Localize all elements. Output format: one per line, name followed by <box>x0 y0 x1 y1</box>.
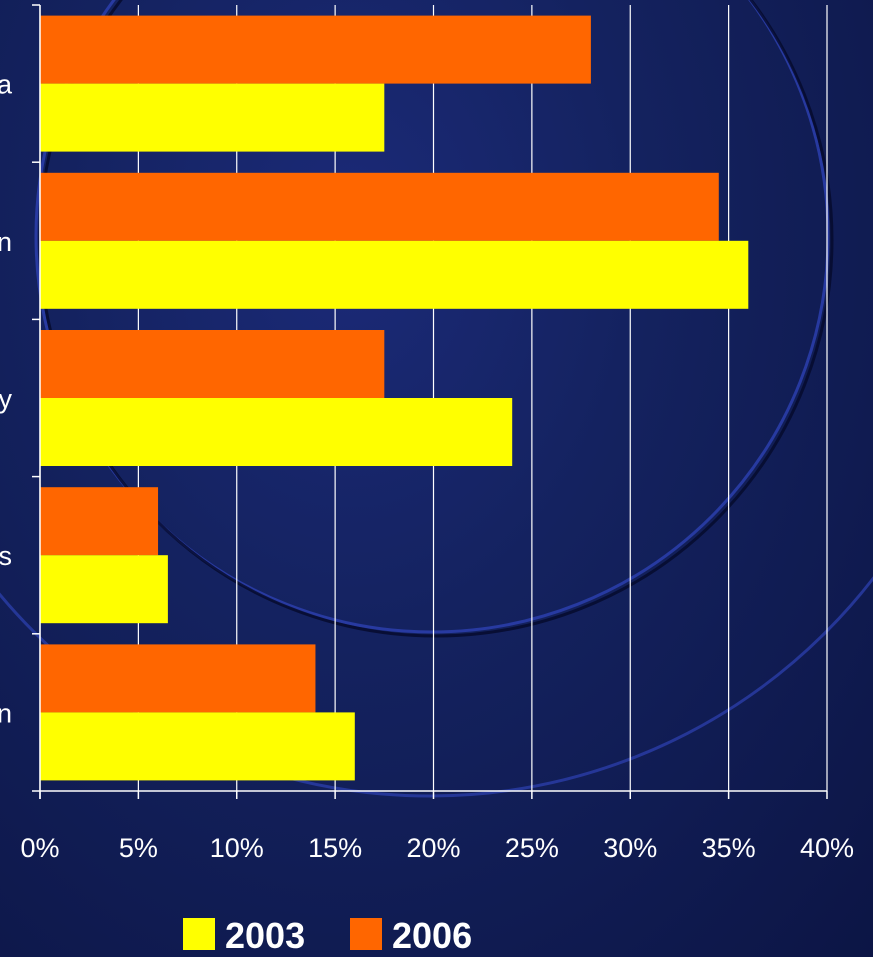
bar-2006-3 <box>40 330 385 398</box>
bar-2003-4 <box>40 555 168 624</box>
x-tick-label: 15% <box>308 833 362 863</box>
decorative-ring-outer <box>0 575 873 798</box>
x-tick-labels: 0% 5% 10% 15% 20% 25% 30% 35% 40% <box>20 833 854 863</box>
x-tick-label: 30% <box>603 833 657 863</box>
bar-2003-1 <box>40 83 385 152</box>
bar-2006-4 <box>40 487 159 556</box>
category-label: a <box>0 70 13 100</box>
x-tick-label: 35% <box>702 833 756 863</box>
category-label: n <box>0 698 12 728</box>
decorative-ring-inner <box>34 0 830 634</box>
x-tick-label: 40% <box>800 833 854 863</box>
axes <box>32 4 828 799</box>
bar-2003-3 <box>40 398 513 466</box>
x-tick-label: 20% <box>406 833 460 863</box>
category-labels: a n y s n <box>0 70 13 729</box>
x-tick-label: 5% <box>119 833 158 863</box>
bar-2006-5 <box>40 644 316 713</box>
legend-label-2003: 2003 <box>225 915 305 956</box>
legend: 2003 2006 <box>183 915 472 956</box>
bar-2006-2 <box>40 172 719 241</box>
bar-2003-5 <box>40 712 355 781</box>
x-tick-label: 0% <box>20 833 59 863</box>
legend-swatch-2006 <box>350 918 382 950</box>
x-tick-label: 25% <box>505 833 559 863</box>
category-label: y <box>0 384 13 414</box>
bars <box>40 15 749 781</box>
bar-2003-2 <box>40 240 749 309</box>
legend-label-2006: 2006 <box>392 915 472 956</box>
legend-swatch-2003 <box>183 918 215 950</box>
category-label: s <box>0 541 12 571</box>
category-label: n <box>0 227 12 257</box>
bar-2006-1 <box>40 15 591 84</box>
x-tick-label: 10% <box>210 833 264 863</box>
